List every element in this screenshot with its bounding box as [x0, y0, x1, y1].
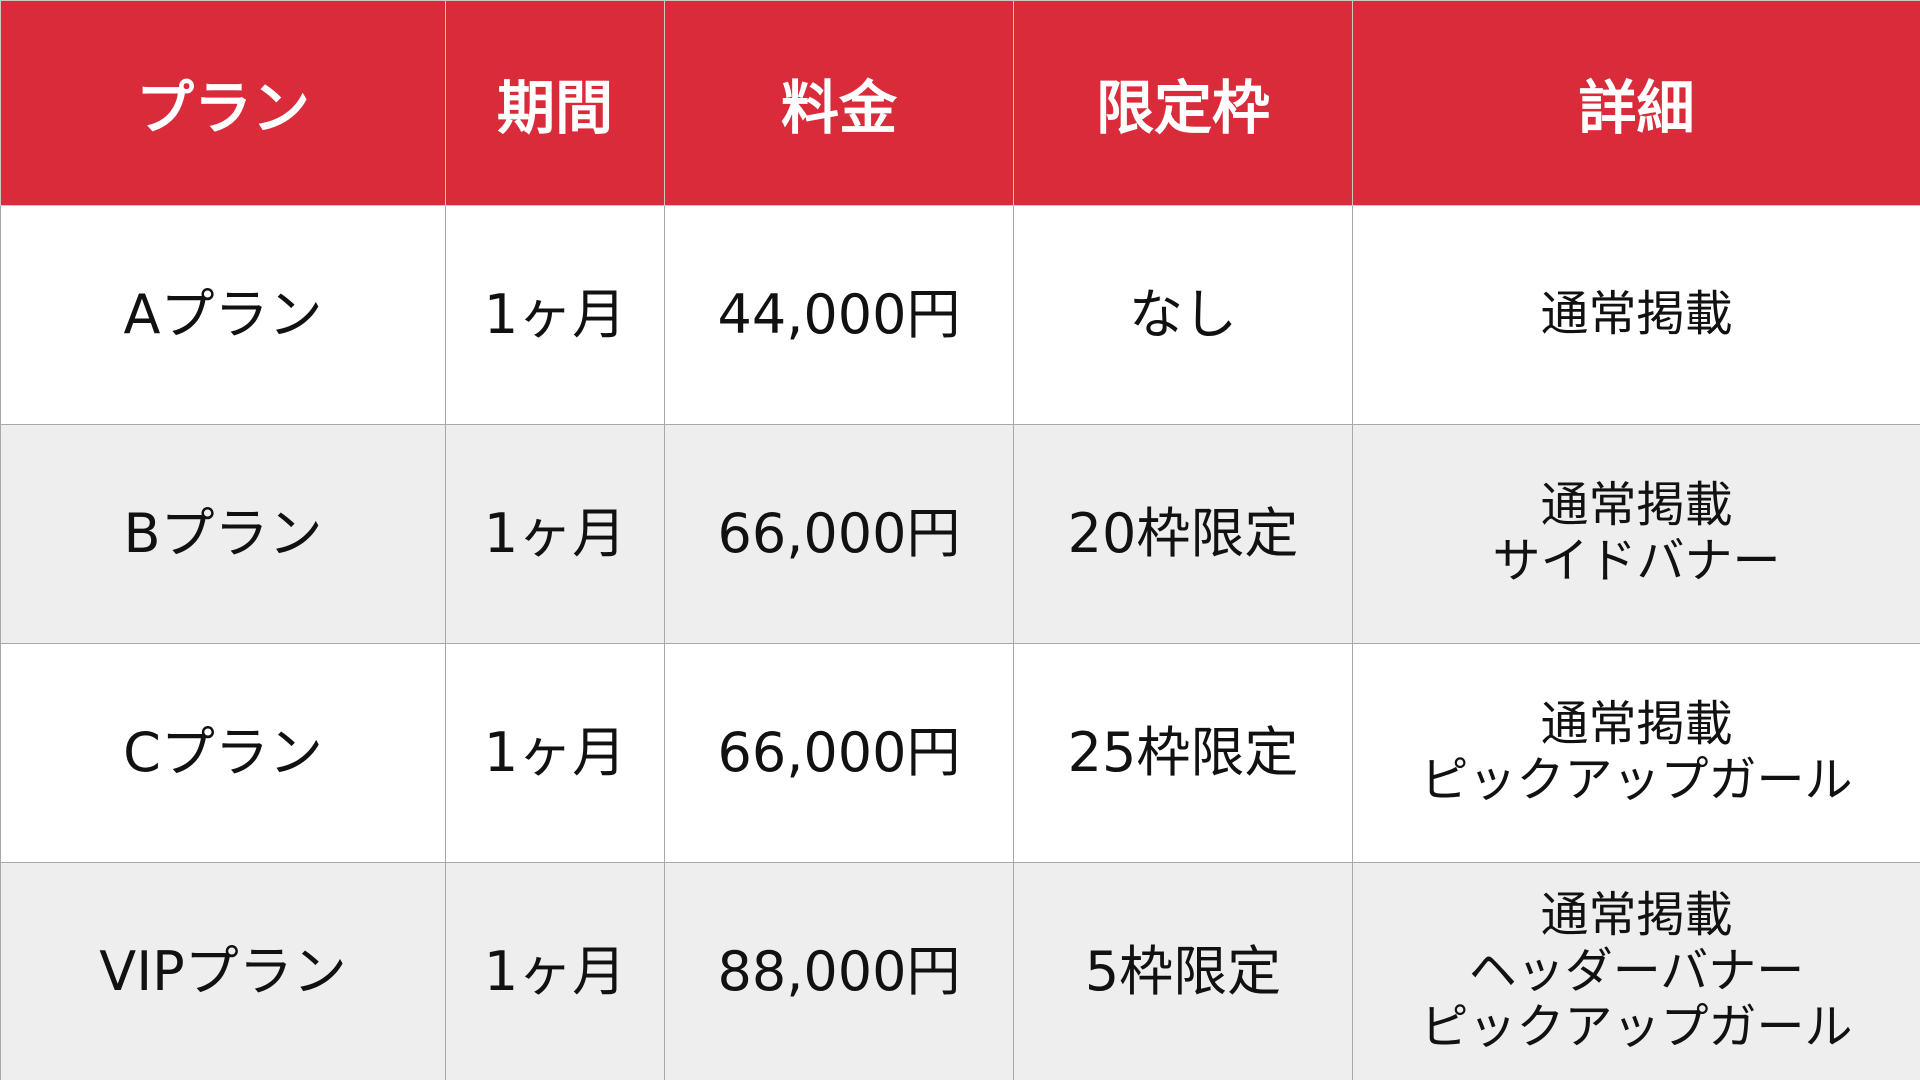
- header-plan: プラン: [0, 0, 446, 206]
- cell-period: 1ヶ月: [445, 862, 665, 1080]
- header-details: 詳細: [1352, 0, 1920, 206]
- header-period: 期間: [445, 0, 665, 206]
- cell-period: 1ヶ月: [445, 424, 665, 644]
- cell-limit: 25枠限定: [1013, 643, 1353, 863]
- cell-details: 通常掲載 ピックアップガール: [1352, 643, 1920, 863]
- detail-line: ピックアップガール: [1420, 752, 1853, 808]
- cell-price: 66,000円: [664, 424, 1014, 644]
- cell-period: 1ヶ月: [445, 643, 665, 863]
- detail-line: サイドバナー: [1492, 533, 1781, 589]
- table-row: Cプラン 1ヶ月 66,000円 25枠限定 通常掲載 ピックアップガール: [0, 643, 1920, 863]
- detail-line: 通常掲載: [1540, 887, 1733, 944]
- detail-line: 通常掲載: [1540, 477, 1733, 534]
- table-row: Aプラン 1ヶ月 44,000円 なし 通常掲載: [0, 205, 1920, 425]
- detail-line: 通常掲載: [1540, 696, 1733, 753]
- header-price: 料金: [664, 0, 1014, 206]
- cell-plan: VIPプラン: [0, 862, 446, 1080]
- detail-line: ヘッダーバナー: [1468, 943, 1805, 1000]
- cell-plan: Cプラン: [0, 643, 446, 863]
- cell-limit: なし: [1013, 205, 1353, 425]
- cell-period: 1ヶ月: [445, 205, 665, 425]
- cell-details: 通常掲載 サイドバナー: [1352, 424, 1920, 644]
- detail-line: ピックアップガール: [1420, 998, 1853, 1055]
- cell-details: 通常掲載: [1352, 205, 1920, 425]
- table-row: VIPプラン 1ヶ月 88,000円 5枠限定 通常掲載 ヘッダーバナー ピックアップガール: [0, 862, 1920, 1080]
- cell-plan: Bプラン: [0, 424, 446, 644]
- cell-limit: 5枠限定: [1013, 862, 1353, 1080]
- table-row: Bプラン 1ヶ月 66,000円 20枠限定 通常掲載 サイドバナー: [0, 424, 1920, 644]
- cell-plan: Aプラン: [0, 205, 446, 425]
- cell-price: 88,000円: [664, 862, 1014, 1080]
- header-row: プラン 期間 料金 限定枠 詳細: [0, 0, 1920, 206]
- detail-line: 通常掲載: [1540, 286, 1733, 343]
- cell-price: 66,000円: [664, 643, 1014, 863]
- header-limit: 限定枠: [1013, 0, 1353, 206]
- cell-details: 通常掲載 ヘッダーバナー ピックアップガール: [1352, 862, 1920, 1080]
- cell-limit: 20枠限定: [1013, 424, 1353, 644]
- cell-price: 44,000円: [664, 205, 1014, 425]
